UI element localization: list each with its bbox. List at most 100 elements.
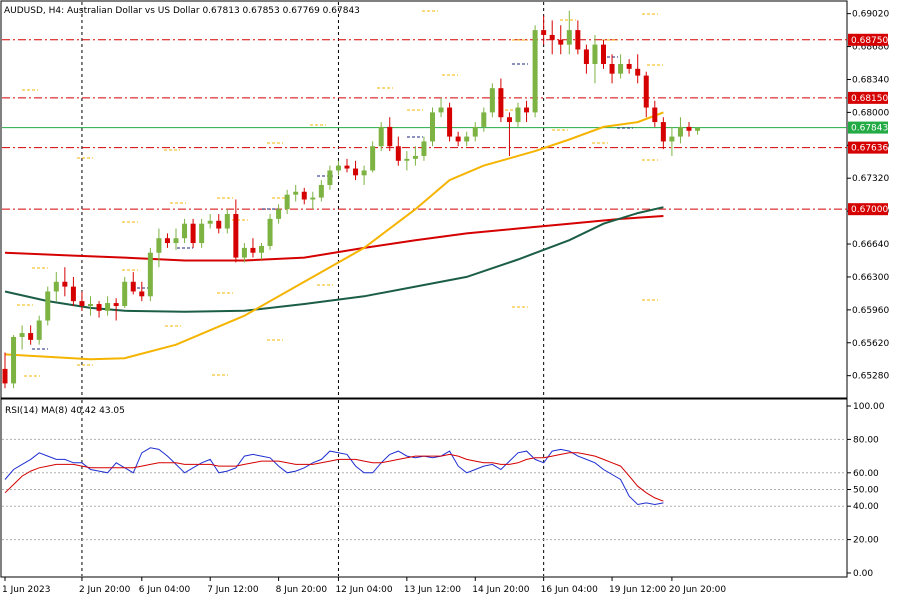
- price-axis: 0.690200.686800.683400.680000.676600.673…: [847, 10, 889, 382]
- candle-body: [70, 286, 76, 302]
- candle-body: [498, 88, 504, 118]
- candle-body: [113, 303, 119, 306]
- price-tick-label: 0.65280: [852, 372, 889, 382]
- price-panel-frame: [0, 0, 848, 399]
- candle-body: [199, 223, 205, 244]
- candle: [122, 276, 128, 308]
- candle: [310, 191, 316, 210]
- candle-body: [276, 209, 282, 219]
- candle-body: [421, 141, 427, 156]
- candle-body: [216, 220, 222, 229]
- candle-body: [11, 336, 17, 384]
- candle: [2, 352, 8, 389]
- candle-body: [558, 39, 564, 45]
- candle: [601, 39, 606, 69]
- ema-fast-line: [4, 111, 664, 361]
- candle: [592, 34, 598, 84]
- candle: [28, 325, 34, 345]
- candle-body: [609, 63, 615, 74]
- price-tick-label: 0.68000: [852, 108, 889, 118]
- rsi-ma-line: [4, 452, 664, 502]
- candle-body: [464, 136, 470, 142]
- candlesticks: [2, 10, 701, 389]
- candle: [113, 298, 119, 321]
- candle-body: [53, 281, 59, 292]
- candle: [370, 141, 376, 173]
- candle-body: [541, 30, 547, 35]
- candle-body: [327, 170, 333, 185]
- current-price-box: [848, 121, 888, 134]
- level-label: 0.68750: [851, 36, 888, 46]
- candle-body: [79, 301, 85, 306]
- rsi-tick-label: 100.00: [853, 402, 885, 412]
- candle: [549, 20, 555, 55]
- rsi-line: [4, 447, 664, 506]
- time-tick-label: 14 Jun 20:00: [472, 585, 529, 595]
- candle: [241, 243, 247, 263]
- candle: [506, 112, 512, 156]
- candle: [45, 286, 51, 326]
- candle-body: [481, 112, 487, 127]
- candle: [558, 25, 564, 55]
- candle-body: [575, 30, 581, 50]
- level-label: 0.68150: [851, 94, 888, 104]
- candle-body: [524, 107, 530, 113]
- level-label: 0.67636: [851, 144, 888, 154]
- candle: [455, 131, 461, 147]
- candle-body: [370, 146, 376, 171]
- candle: [344, 158, 350, 173]
- candle: [524, 100, 530, 123]
- candle-body: [36, 320, 42, 340]
- candle-body: [122, 281, 128, 306]
- candle: [395, 136, 401, 166]
- period-separators: [81, 2, 545, 576]
- ema-slow-line: [4, 206, 664, 313]
- time-tick-label: 13 Jun 12:00: [404, 585, 461, 595]
- candle-body: [652, 107, 658, 123]
- current-price-label: 0.67843: [851, 124, 888, 134]
- candle-body: [318, 184, 324, 198]
- candle: [447, 102, 453, 142]
- candle-body: [182, 223, 188, 239]
- candle-body: [335, 165, 341, 171]
- level-box: [848, 141, 888, 154]
- candle: [566, 10, 572, 55]
- candle-body: [2, 368, 8, 384]
- candle: [575, 20, 581, 55]
- time-tick-label: 12 Jun 04:00: [335, 585, 392, 595]
- candle: [164, 233, 170, 248]
- time-tick-label: 7 Jun 12:00: [207, 585, 259, 595]
- candle: [301, 187, 307, 205]
- candle: [669, 126, 675, 156]
- candle: [635, 54, 641, 84]
- candle-body: [241, 247, 247, 258]
- candle-body: [438, 107, 444, 113]
- rsi-label: RSI(14) MA(8) 40.42 43.05: [5, 406, 125, 416]
- candle: [515, 102, 521, 127]
- candle: [353, 160, 359, 181]
- candle-body: [660, 122, 666, 142]
- candle-body: [430, 112, 435, 142]
- candle: [224, 209, 230, 234]
- candle: [481, 107, 487, 132]
- candle: [378, 122, 384, 152]
- candle-body: [455, 136, 461, 142]
- candle-body: [353, 168, 359, 176]
- candle-body: [147, 252, 153, 297]
- candle-body: [224, 214, 230, 229]
- candle-body: [96, 304, 102, 311]
- candle-body: [310, 197, 316, 200]
- candle-body: [233, 214, 239, 258]
- candle: [686, 122, 692, 137]
- candle: [438, 97, 444, 118]
- candle: [327, 165, 333, 190]
- candle-body: [344, 165, 350, 169]
- pending-order-marks: [17, 10, 663, 377]
- candle-body: [489, 88, 495, 113]
- candle-body: [412, 155, 418, 159]
- candle-body: [626, 63, 632, 69]
- candle-body: [618, 63, 624, 74]
- candle: [276, 204, 282, 224]
- candle-body: [686, 126, 692, 131]
